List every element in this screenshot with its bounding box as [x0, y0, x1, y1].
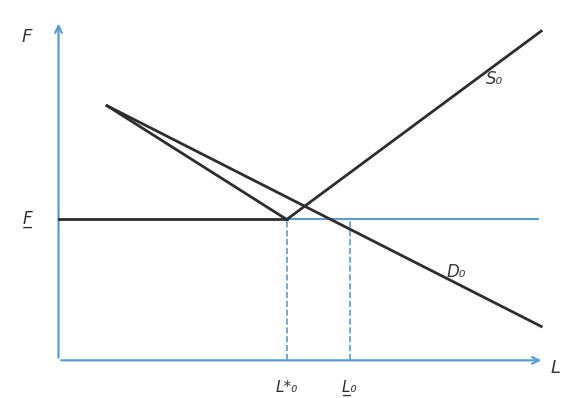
Text: L̲₀: L̲₀	[343, 380, 357, 396]
Text: S₀: S₀	[486, 70, 503, 88]
Text: F: F	[22, 27, 32, 45]
Text: D₀: D₀	[447, 263, 466, 281]
Text: F̲: F̲	[22, 211, 32, 228]
Text: L: L	[550, 359, 560, 377]
Text: L*₀: L*₀	[276, 380, 298, 395]
